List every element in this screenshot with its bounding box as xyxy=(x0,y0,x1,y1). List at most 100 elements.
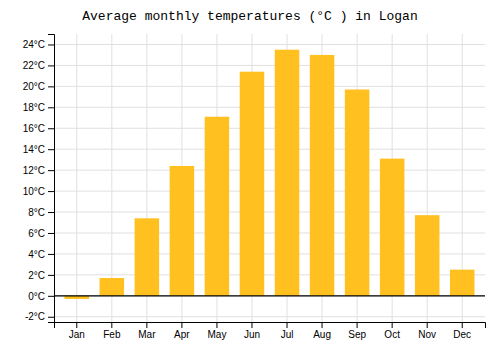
x-tick-mark xyxy=(462,322,463,328)
y-tick-mark xyxy=(48,296,54,297)
y-tick-label: 8°C xyxy=(28,207,45,218)
x-tick-mark xyxy=(76,322,77,328)
y-tick-label: 6°C xyxy=(28,228,45,239)
x-tick-label: Apr xyxy=(174,329,190,340)
y-tick-mark xyxy=(48,233,54,234)
bar xyxy=(135,218,160,295)
y-tick-mark xyxy=(48,254,54,255)
x-tick-label: Jul xyxy=(281,329,294,340)
y-tick: 20°C xyxy=(23,81,54,92)
x-tick-mark xyxy=(111,322,112,328)
y-tick-label: 2°C xyxy=(28,270,45,281)
x-tick-label: Oct xyxy=(384,329,400,340)
x-tick-label: Mar xyxy=(138,329,156,340)
grid-line-y xyxy=(54,149,485,150)
y-tick-label: 0°C xyxy=(28,291,45,302)
grid xyxy=(54,34,485,322)
y-tick: 22°C xyxy=(23,60,54,71)
bar xyxy=(345,90,370,296)
y-tick-label: 22°C xyxy=(23,60,45,71)
x-tick: Jan xyxy=(69,322,85,340)
x-tick-mark xyxy=(216,322,217,328)
x-tick: Nov xyxy=(418,322,436,340)
x-tick: Aug xyxy=(313,322,331,340)
x-tick: Dec xyxy=(453,322,471,340)
x-tick-mark xyxy=(322,322,323,328)
x-tick-mark xyxy=(287,322,288,328)
y-tick: 10°C xyxy=(23,186,54,197)
grid-line-y xyxy=(54,44,485,45)
x-tick-mark xyxy=(357,322,358,328)
y-tick-mark xyxy=(48,65,54,66)
grid-line-y xyxy=(54,191,485,192)
y-tick-mark xyxy=(48,191,54,192)
zero-line xyxy=(54,295,485,296)
bar xyxy=(170,166,195,296)
x-tick: Sep xyxy=(348,322,366,340)
bar xyxy=(310,55,335,296)
y-axis: -2°C0°C2°C4°C6°C8°C10°C12°C14°C16°C18°C2… xyxy=(23,35,55,323)
y-tick-mark xyxy=(48,149,54,150)
x-tick-mark xyxy=(392,322,393,328)
bar xyxy=(205,117,230,296)
y-tick-label: 24°C xyxy=(23,39,45,50)
plot: -2°C0°C2°C4°C6°C8°C10°C12°C14°C16°C18°C2… xyxy=(23,34,486,340)
y-tick: 8°C xyxy=(28,207,54,218)
x-tick: Mar xyxy=(138,322,156,340)
y-tick: 18°C xyxy=(23,102,54,113)
y-tick: 24°C xyxy=(23,39,54,50)
x-axis: Jan Feb Mar Apr May Jun Jul Aug Sep Oct Nov Dec xyxy=(55,322,486,340)
y-tick-label: 10°C xyxy=(23,186,45,197)
x-tick-label: Aug xyxy=(313,329,331,340)
y-tick-mark xyxy=(48,107,54,108)
y-tick: -2°C xyxy=(25,311,54,322)
y-tick-label: 4°C xyxy=(28,249,45,260)
y-tick-mark xyxy=(48,44,54,45)
x-tick: Apr xyxy=(174,322,190,340)
bar xyxy=(100,278,125,296)
x-tick-mark xyxy=(181,322,182,328)
x-tick: Jul xyxy=(281,322,294,340)
y-tick-label: 12°C xyxy=(23,165,45,176)
bars xyxy=(54,50,485,299)
y-tick-mark xyxy=(48,86,54,87)
grid-line-y xyxy=(54,212,485,213)
chart: Average monthly temperatures (°C ) in Lo… xyxy=(0,0,500,350)
y-tick: 0°C xyxy=(28,291,54,302)
x-tick-label: Jan xyxy=(69,329,85,340)
bar xyxy=(275,50,300,296)
x-tick-label: Nov xyxy=(418,329,436,340)
y-tick-mark xyxy=(48,275,54,276)
y-tick-label: 20°C xyxy=(23,81,45,92)
y-tick-label: 18°C xyxy=(23,102,45,113)
y-tick-mark xyxy=(48,128,54,129)
grid-line-x xyxy=(76,34,77,322)
y-tick-mark xyxy=(48,317,54,318)
y-tick: 4°C xyxy=(28,249,54,260)
y-tick-mark xyxy=(48,212,54,213)
y-tick: 2°C xyxy=(28,270,54,281)
y-axis-line xyxy=(48,35,55,323)
bar xyxy=(380,159,405,296)
y-tick-mark xyxy=(48,170,54,171)
x-tick: Feb xyxy=(103,322,121,340)
x-tick: Jun xyxy=(244,322,260,340)
x-tick-label: Sep xyxy=(348,329,366,340)
y-tick: 14°C xyxy=(23,144,54,155)
y-tick: 12°C xyxy=(23,165,54,176)
title: Average monthly temperatures (°C ) in Lo… xyxy=(82,9,417,24)
grid-line-y xyxy=(54,170,485,171)
x-tick: Oct xyxy=(384,322,400,340)
grid-line-y xyxy=(54,295,485,296)
grid-line-y xyxy=(54,86,485,87)
grid-line-y xyxy=(54,65,485,66)
x-tick-label: Feb xyxy=(103,329,121,340)
x-axis-line xyxy=(55,323,486,329)
bar xyxy=(240,72,265,296)
x-tick: May xyxy=(207,322,226,340)
x-tick-label: Jun xyxy=(244,329,260,340)
x-tick-mark xyxy=(427,322,428,328)
x-tick-mark xyxy=(251,322,252,328)
bar xyxy=(450,270,475,296)
grid-line-y xyxy=(54,107,485,108)
